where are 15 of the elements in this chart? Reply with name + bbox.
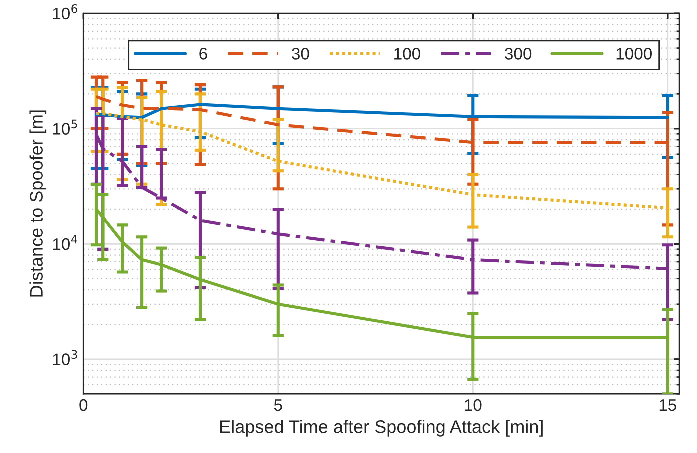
x-axis-title: Elapsed Time after Spoofing Attack [min] — [220, 420, 543, 437]
legend-label: 1000 — [616, 48, 652, 60]
x-tick-label: 15 — [660, 400, 676, 412]
x-tick-label: 10 — [465, 399, 482, 412]
x-tick-label: 5 — [274, 400, 282, 412]
x-tick-label: 0 — [80, 399, 88, 412]
y-tick-label: 10$^{4}$ — [53, 235, 78, 250]
y-tick-label: 10$^{6}$ — [53, 4, 78, 20]
y-tick-label: 10$^{3}$ — [53, 350, 78, 366]
legend-label: 30 — [292, 48, 310, 60]
legend-label: 300 — [505, 48, 532, 60]
y-tick-label: 10$^{5}$ — [53, 120, 78, 135]
y-axis-title: Distance to Spoofer [m] — [30, 110, 47, 297]
legend-label: 6 — [200, 48, 208, 60]
legend-label: 100 — [394, 48, 420, 60]
